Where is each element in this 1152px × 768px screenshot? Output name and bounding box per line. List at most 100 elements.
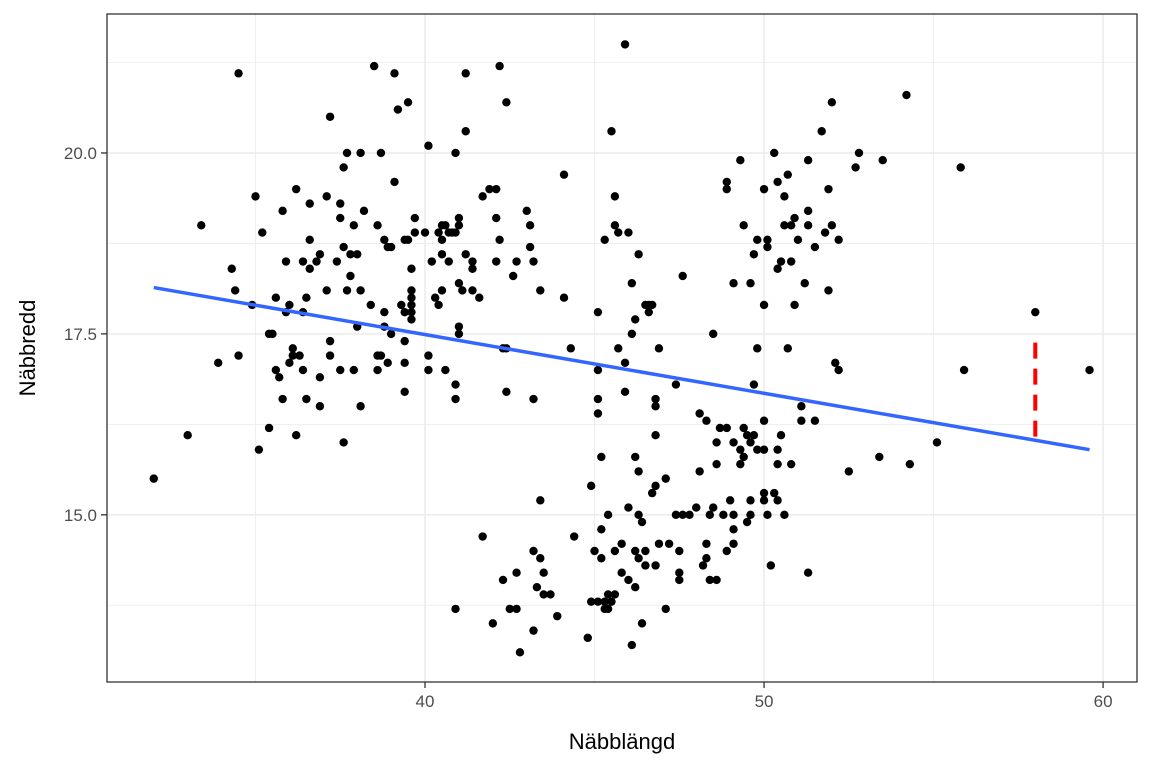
data-point <box>647 300 657 310</box>
data-point <box>698 561 708 570</box>
data-point <box>492 184 501 194</box>
major-gridlines <box>107 14 1137 682</box>
data-point <box>407 315 416 324</box>
data-point <box>776 257 786 266</box>
data-point <box>529 546 538 556</box>
data-point <box>763 510 772 520</box>
data-point <box>437 250 447 259</box>
data-point <box>315 250 325 259</box>
data-point <box>1085 365 1094 375</box>
data-point <box>149 474 158 483</box>
data-point <box>525 221 535 230</box>
data-point <box>403 235 413 245</box>
data-point <box>600 235 609 245</box>
data-point <box>875 452 884 462</box>
data-point <box>803 221 813 230</box>
data-point <box>478 532 487 541</box>
data-point <box>742 517 752 527</box>
data-point <box>624 575 633 585</box>
data-point <box>512 257 521 266</box>
data-point <box>759 416 769 425</box>
data-point <box>400 387 409 396</box>
data-point <box>739 423 748 433</box>
data-point <box>709 503 718 512</box>
data-point <box>407 307 416 317</box>
data-point <box>844 467 854 476</box>
data-point <box>776 431 786 440</box>
y-axis-ticks: 15.0 17.5 20.0 <box>64 144 107 525</box>
data-point <box>773 445 782 454</box>
data-point <box>586 597 596 606</box>
data-point <box>722 423 731 433</box>
data-point <box>746 438 755 447</box>
data-point <box>729 279 738 288</box>
data-point <box>268 329 277 339</box>
data-point <box>441 221 450 230</box>
data-point <box>339 438 348 447</box>
data-point <box>661 474 670 483</box>
data-point <box>712 459 721 469</box>
data-point <box>441 365 450 375</box>
data-point <box>759 488 769 498</box>
data-point <box>797 416 806 425</box>
data-point <box>468 286 477 295</box>
data-point <box>478 192 487 201</box>
data-point <box>634 467 643 476</box>
data-point <box>786 257 796 266</box>
y-tick-label: 20.0 <box>64 144 97 163</box>
data-point <box>451 394 460 404</box>
data-point <box>959 365 969 375</box>
data-point <box>434 228 443 237</box>
data-point <box>302 394 311 404</box>
data-point <box>234 351 243 360</box>
data-point <box>593 365 603 375</box>
data-point <box>651 431 660 440</box>
data-point <box>454 279 464 288</box>
data-point <box>227 264 236 273</box>
data-point <box>342 286 352 295</box>
data-point <box>278 394 287 404</box>
minor-gridlines <box>107 14 1137 682</box>
data-point <box>729 510 738 520</box>
data-point <box>356 286 365 295</box>
data-point <box>770 488 779 498</box>
x-tick-label: 40 <box>416 692 435 711</box>
data-point <box>695 409 704 418</box>
data-point <box>502 387 511 396</box>
data-point <box>810 242 820 252</box>
data-point <box>824 184 833 194</box>
data-point <box>736 155 745 165</box>
data-point <box>773 459 782 469</box>
data-point <box>770 148 779 158</box>
data-point <box>614 228 623 237</box>
data-point <box>712 438 721 447</box>
data-point <box>753 344 762 353</box>
data-point <box>536 554 545 563</box>
data-point <box>420 228 430 237</box>
data-point <box>620 40 630 49</box>
data-point <box>617 568 626 577</box>
data-point <box>603 590 613 599</box>
data-point <box>797 402 806 411</box>
data-point <box>790 300 799 310</box>
data-point <box>356 402 365 411</box>
data-point <box>905 459 915 469</box>
data-point <box>454 213 464 223</box>
data-point <box>336 213 345 223</box>
data-point <box>305 264 314 273</box>
data-point <box>264 423 274 433</box>
data-point <box>783 170 792 179</box>
data-point <box>817 127 826 136</box>
data-point <box>376 148 386 158</box>
data-point <box>827 221 837 230</box>
data-point <box>627 640 637 650</box>
data-point <box>373 221 382 230</box>
data-point <box>722 546 731 556</box>
data-point <box>780 192 789 201</box>
data-point <box>641 561 650 570</box>
data-point <box>766 561 776 570</box>
y-axis-title: Näbbredd <box>15 300 40 397</box>
data-point <box>488 619 498 628</box>
data-point <box>932 438 942 447</box>
data-point <box>810 416 820 425</box>
